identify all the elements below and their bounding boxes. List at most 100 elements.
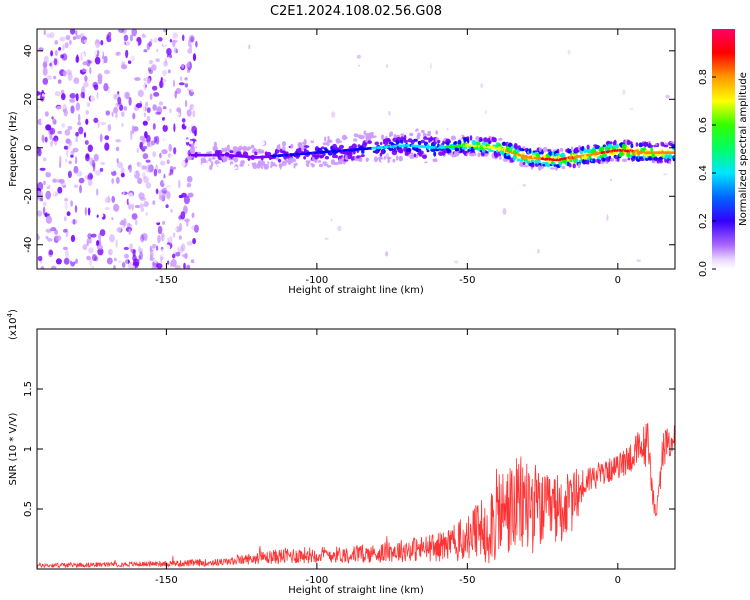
heatmap-cell [195, 40, 198, 48]
heatmap-cell [381, 130, 385, 134]
heatmap-cell [364, 199, 368, 202]
heatmap-cell [141, 165, 147, 170]
x-tick-label: -100 [306, 275, 329, 286]
heatmap-cell [63, 257, 70, 265]
heatmap-cell [153, 136, 157, 143]
heatmap-cell [125, 91, 130, 100]
heatmap-cell [108, 248, 113, 256]
heatmap-cell [502, 208, 507, 215]
heatmap-cell [54, 49, 58, 57]
heatmap-cell [130, 131, 133, 141]
heatmap-cell [179, 222, 183, 232]
heatmap-cell [644, 157, 649, 161]
heatmap-cell [470, 264, 472, 269]
heatmap-cell [46, 167, 52, 173]
heatmap-cell [282, 146, 286, 152]
heatmap-cell [44, 136, 48, 143]
heatmap-cell [487, 154, 493, 160]
heatmap-cell [169, 169, 174, 176]
heatmap-cell [118, 52, 125, 59]
heatmap-cell [100, 40, 104, 46]
x-tick-label: 0 [615, 275, 621, 286]
heatmap-cell [359, 157, 363, 162]
heatmap-cell [192, 53, 197, 62]
heatmap-cell [186, 175, 193, 183]
heatmap-cell [101, 29, 107, 38]
heatmap-cell [530, 204, 534, 211]
heatmap-cell [357, 64, 361, 67]
heatmap-cell [629, 107, 634, 110]
heatmap-cell [150, 250, 154, 258]
heatmap-cell [200, 213, 203, 216]
heatmap-cell [518, 253, 522, 257]
heatmap-cell [63, 145, 69, 150]
heatmap-cell [171, 101, 177, 105]
y-tick-label: 0.5 [23, 501, 34, 517]
heatmap-cell [316, 38, 321, 43]
heatmap-cell [100, 121, 107, 126]
heatmap-cell [266, 163, 269, 170]
heatmap-cell [181, 243, 186, 252]
heatmap-cell [229, 150, 234, 154]
heatmap-cell [41, 220, 46, 229]
heatmap-cell [71, 219, 78, 225]
heatmap-cell [167, 113, 173, 121]
heatmap-cell [609, 178, 613, 182]
heatmap-cell [51, 182, 57, 192]
heatmap-cell [67, 144, 71, 150]
heatmap-cell [150, 38, 153, 44]
heatmap-cell [133, 258, 140, 267]
heatmap-cell [59, 178, 65, 184]
heatmap-cell [177, 50, 182, 56]
heatmap-cell [173, 166, 177, 170]
heatmap-cell [54, 64, 58, 73]
heatmap-cell [145, 182, 152, 189]
heatmap-cell [66, 165, 69, 171]
heatmap-cell [96, 214, 99, 218]
heatmap-cell [203, 159, 207, 164]
heatmap-cell [621, 158, 628, 163]
heatmap-cell [484, 109, 487, 115]
heatmap-cell [98, 232, 101, 242]
heatmap-cell [454, 151, 459, 157]
heatmap-cell [446, 127, 449, 131]
heatmap-cell [95, 206, 99, 210]
heatmap-cell [59, 36, 66, 42]
heatmap-cell [383, 156, 386, 160]
heatmap-cell [643, 87, 648, 93]
heatmap-cell [139, 248, 144, 253]
heatmap-cell [152, 123, 156, 130]
heatmap-cell [123, 44, 127, 50]
heatmap-cell [103, 69, 111, 75]
heatmap-cell [160, 160, 166, 166]
heatmap-cell [409, 154, 415, 159]
heatmap-cell [643, 263, 646, 269]
heatmap-cell [189, 161, 194, 167]
heatmap-cell [252, 162, 257, 168]
heatmap-cell [169, 39, 172, 43]
heatmap-cell [349, 163, 355, 167]
heatmap-cell [111, 166, 114, 173]
x-tick-label: -150 [155, 275, 178, 286]
heatmap-cell [117, 96, 122, 105]
heatmap-cell [146, 115, 151, 122]
heatmap-cell [251, 141, 256, 144]
heatmap-cell [64, 129, 71, 136]
heatmap-cell [100, 149, 105, 154]
heatmap-cell [40, 140, 44, 149]
heatmap-cell [37, 91, 40, 96]
heatmap-cell [309, 188, 313, 192]
heatmap-cell [193, 130, 197, 137]
heatmap-cell [135, 127, 138, 132]
heatmap-cell [142, 153, 149, 160]
heatmap-cell [635, 142, 639, 147]
heatmap-cell [437, 67, 441, 74]
heatmap-cell [172, 32, 178, 39]
heatmap-cell [184, 122, 190, 127]
colorbar-label: Normalized spectral amplitude [738, 72, 749, 226]
heatmap-cell [161, 79, 167, 82]
heatmap-cell [52, 82, 55, 89]
heatmap-cell [472, 98, 475, 103]
heatmap-cell [417, 132, 421, 137]
heatmap-cell [152, 200, 156, 205]
